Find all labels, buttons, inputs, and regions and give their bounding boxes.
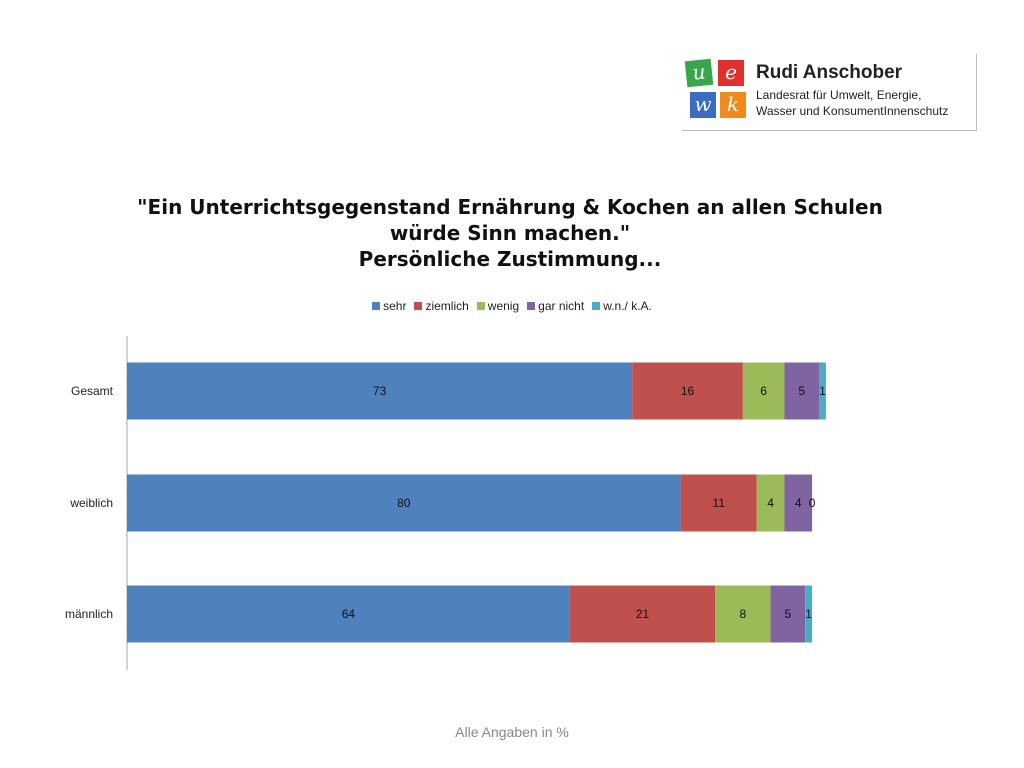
chart-title-line3: Persönliche Zustimmung...	[358, 247, 662, 271]
chart-legend: sehr ziemlich wenig gar nicht w.n./ k.A.	[0, 299, 1024, 313]
data-label: 1	[805, 607, 812, 621]
bar-segment	[715, 585, 771, 643]
chart-title-line2: würde Sinn machen."	[389, 221, 631, 245]
logo-name: Rudi Anschober	[756, 62, 903, 83]
data-label: 1	[819, 384, 826, 398]
logo: u e w k Rudi Anschober Landesrat für Umw…	[682, 54, 977, 131]
logo-tile-letter: k	[726, 92, 740, 116]
data-label: 5	[798, 384, 805, 398]
logo-subtitle-line1: Landesrat für Umwelt, Energie,	[756, 88, 922, 102]
category-label: männlich	[65, 607, 113, 621]
legend-swatch	[592, 302, 601, 310]
logo-tile: k	[720, 92, 746, 118]
legend-label: ziemlich	[425, 299, 469, 313]
legend-entry: wenig	[476, 299, 520, 313]
legend-entry: gar nicht	[527, 299, 584, 313]
data-label: 0	[809, 496, 816, 510]
legend-entry: w.n./ k.A.	[592, 299, 652, 313]
logo-tile: w	[690, 92, 716, 118]
bar-segment	[127, 474, 681, 532]
data-label: 4	[767, 496, 774, 510]
bar-segment	[784, 474, 813, 532]
data-label: 5	[785, 607, 792, 621]
legend-label: w.n./ k.A.	[603, 299, 652, 313]
data-label: 11	[712, 496, 725, 510]
data-label: 21	[636, 607, 650, 621]
data-label: 64	[342, 607, 356, 621]
legend-swatch	[414, 302, 423, 310]
data-label: 8	[740, 607, 747, 621]
data-label: 80	[397, 496, 411, 510]
data-label: 16	[681, 384, 695, 398]
bar-segment	[569, 585, 716, 643]
legend-swatch	[527, 302, 536, 310]
category-label: Gesamt	[71, 384, 114, 398]
legend-entry: sehr	[372, 299, 406, 313]
bar-segment	[742, 362, 785, 420]
footnote: Alle Angaben in %	[455, 724, 569, 740]
legend-swatch	[372, 302, 381, 310]
legend-label: gar nicht	[538, 299, 585, 313]
logo-tile-letter: e	[725, 60, 737, 84]
data-label: 73	[373, 384, 387, 398]
logo-subtitle-line2: Wasser und KonsumentInnenschutz	[756, 104, 949, 118]
bar-segment	[632, 362, 743, 420]
legend-swatch	[476, 302, 485, 310]
legend-entry: ziemlich	[414, 299, 469, 313]
chart-title: "Ein Unterrichtsgegenstand Ernährung & K…	[130, 194, 890, 272]
bar-segment	[784, 362, 819, 420]
bar-segment	[805, 585, 813, 643]
bar-segment	[819, 362, 826, 420]
logo-tile-letter: w	[694, 92, 712, 116]
data-label: 6	[760, 384, 767, 398]
legend-label: wenig	[487, 299, 520, 313]
bar-segment	[680, 474, 757, 532]
bar-segment	[770, 585, 806, 643]
bar-segment	[127, 585, 570, 643]
bar-segment	[127, 362, 633, 420]
data-label: 4	[795, 496, 802, 510]
legend-label: sehr	[383, 299, 407, 313]
bar-segment	[756, 474, 785, 532]
category-label: weiblich	[69, 496, 113, 510]
chart-title-line1: "Ein Unterrichtsgegenstand Ernährung & K…	[137, 195, 883, 219]
logo-tile: e	[718, 60, 744, 86]
